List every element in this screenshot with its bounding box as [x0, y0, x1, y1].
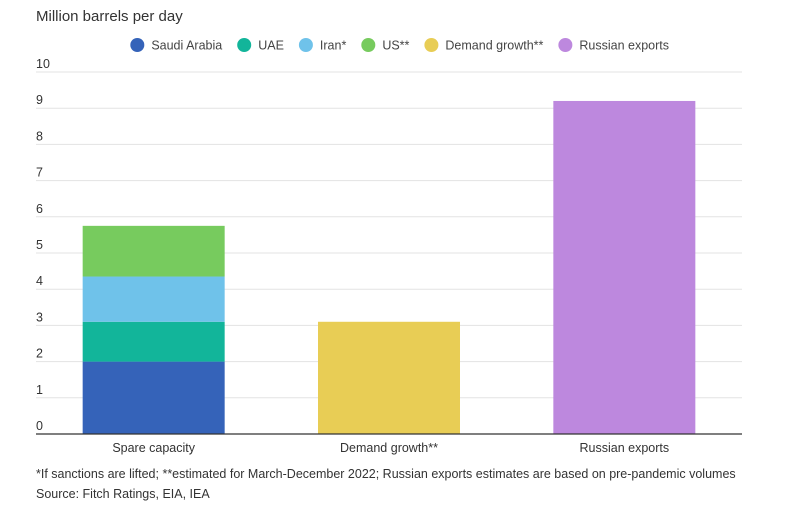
y-tick-label: 4	[36, 274, 43, 288]
legend-label: Saudi Arabia	[151, 39, 222, 53]
legend-item-russian-exports: Russian exports	[558, 38, 669, 53]
source-note: Source: Fitch Ratings, EIA, IEA	[36, 487, 210, 501]
y-tick-label: 1	[36, 383, 43, 397]
bar-uae	[82, 321, 225, 362]
legend-item-uae: UAE	[237, 38, 284, 53]
y-tick-label: 2	[36, 347, 43, 361]
x-category-label: Spare capacity	[112, 441, 195, 455]
legend-swatch	[424, 38, 439, 52]
legend-label: Demand growth**	[445, 39, 543, 53]
footnote: *If sanctions are lifted; **estimated fo…	[36, 467, 736, 481]
bar-saudi-arabia	[82, 361, 225, 434]
y-axis-label: Million barrels per day	[36, 8, 183, 25]
y-tick-label: 7	[36, 166, 43, 180]
y-tick-label: 0	[36, 419, 43, 433]
y-tick-label: 10	[36, 57, 50, 71]
legend-swatch	[558, 38, 573, 52]
legend-item-us: US**	[361, 38, 410, 53]
legend-label: US**	[382, 39, 409, 53]
y-axis-ticks: 0 1 2 3 4 5 6 7 8 9 10	[36, 57, 50, 433]
legend: Saudi Arabia UAE Iran* US** Demand growth** R…	[130, 38, 669, 53]
x-axis-categories: Spare capacity Demand growth** Russian exp…	[112, 441, 669, 455]
legend-item-saudi-arabia: Saudi Arabia	[130, 38, 222, 53]
legend-label: Russian exports	[579, 39, 669, 53]
legend-swatch	[130, 38, 145, 52]
bar-chart: Million barrels per day Saudi Arabia UAE I…	[36, 8, 742, 455]
bars	[82, 100, 696, 435]
y-tick-label: 6	[36, 202, 43, 216]
x-category-label: Demand growth**	[340, 441, 438, 455]
legend-swatch	[361, 38, 376, 52]
legend-label: Iran*	[320, 39, 347, 53]
legend-item-demand-growth: Demand growth**	[424, 38, 544, 53]
legend-swatch	[298, 38, 313, 52]
y-tick-label: 9	[36, 93, 43, 107]
bar-us	[82, 225, 225, 277]
legend-label: UAE	[258, 39, 284, 53]
bar-russian-exports	[553, 100, 696, 435]
legend-item-iran: Iran*	[298, 38, 347, 53]
bar-iran	[82, 276, 225, 322]
y-tick-label: 3	[36, 310, 43, 324]
y-tick-label: 5	[36, 238, 43, 252]
legend-swatch	[237, 38, 252, 52]
y-tick-label: 8	[36, 129, 43, 143]
bar-demand-growth	[318, 321, 460, 434]
x-category-label: Russian exports	[580, 441, 670, 455]
